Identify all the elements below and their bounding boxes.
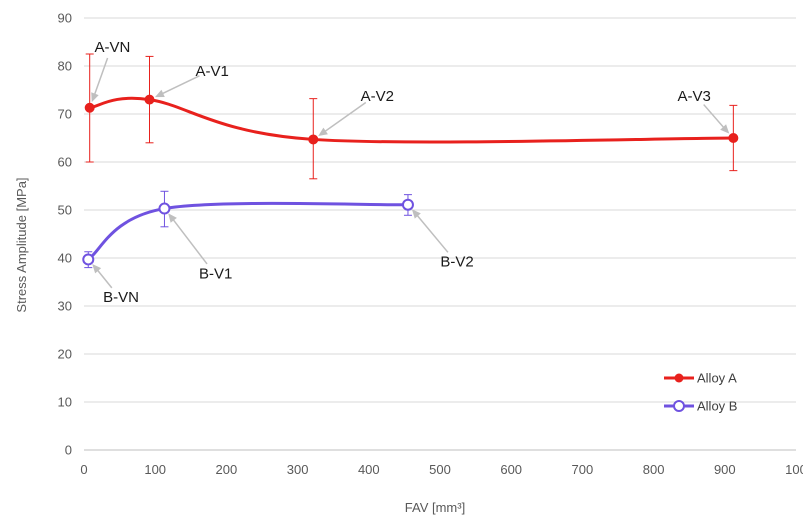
annotation-arrowhead bbox=[154, 89, 165, 98]
annotation-label: A-V2 bbox=[361, 88, 394, 105]
x-tick-labels: 0 100 200 300 400 500 600 700 800 900 100 bbox=[80, 462, 803, 477]
x-tick-label: 100 bbox=[785, 462, 803, 477]
y-tick-label: 20 bbox=[58, 347, 72, 362]
annotation-arrowhead bbox=[92, 263, 102, 274]
annotations-layer: A-VN A-V1 A-V2 A-V3 B-VN B-V1 B-V2 bbox=[91, 39, 730, 306]
annotation: B-V2 bbox=[411, 209, 474, 270]
data-point bbox=[728, 133, 739, 143]
x-tick-label: 100 bbox=[144, 462, 166, 477]
annotation-label: A-V3 bbox=[678, 88, 711, 105]
x-tick-label: 300 bbox=[287, 462, 309, 477]
y-tick-labels: 0 10 20 30 40 50 60 70 80 90 bbox=[58, 11, 72, 458]
annotation-label: B-VN bbox=[103, 289, 139, 306]
annotation-label: A-VN bbox=[95, 39, 131, 56]
annotation-arrow bbox=[95, 268, 113, 289]
data-point bbox=[158, 202, 171, 215]
annotation: B-V1 bbox=[168, 213, 232, 282]
y-tick-label: 80 bbox=[58, 59, 72, 74]
x-tick-label: 700 bbox=[572, 462, 594, 477]
series-alloy-b bbox=[82, 190, 414, 269]
series-alloy-a bbox=[84, 53, 739, 180]
data-point bbox=[308, 134, 319, 145]
annotation-arrow bbox=[160, 75, 200, 96]
annotation-arrow bbox=[93, 57, 109, 97]
legend-entry: Alloy A bbox=[664, 371, 737, 386]
y-tick-label: 50 bbox=[58, 203, 72, 218]
annotation: A-V3 bbox=[678, 88, 730, 134]
x-tick-label: 800 bbox=[643, 462, 665, 477]
annotation-arrowhead bbox=[91, 92, 99, 103]
annotation-arrow bbox=[322, 101, 367, 134]
annotation-label: B-V1 bbox=[199, 265, 232, 282]
annotation: A-V2 bbox=[318, 88, 394, 137]
annotation: A-VN bbox=[91, 39, 131, 103]
annotation-arrowhead bbox=[720, 124, 730, 134]
legend-label: Alloy B bbox=[697, 399, 737, 414]
annotation-arrow bbox=[703, 104, 726, 130]
annotation: B-VN bbox=[92, 263, 139, 306]
series-line bbox=[86, 201, 410, 261]
y-tick-label: 10 bbox=[58, 395, 72, 410]
legend-entry: Alloy B bbox=[664, 399, 737, 414]
y-tick-label: 30 bbox=[58, 299, 72, 314]
x-tick-label: 0 bbox=[80, 462, 87, 477]
data-point bbox=[82, 253, 95, 266]
x-tick-label: 400 bbox=[358, 462, 380, 477]
annotation: A-V1 bbox=[154, 63, 229, 98]
annotation-arrowhead bbox=[411, 209, 421, 219]
y-tick-label: 0 bbox=[65, 443, 72, 458]
x-tick-label: 500 bbox=[429, 462, 451, 477]
y-tick-label: 60 bbox=[58, 155, 72, 170]
data-point bbox=[84, 102, 95, 113]
legend: Alloy A Alloy B bbox=[664, 371, 737, 414]
annotation-arrowhead bbox=[318, 127, 328, 137]
data-point bbox=[401, 198, 414, 211]
series-line bbox=[88, 96, 735, 144]
y-tick-label: 70 bbox=[58, 107, 72, 122]
annotation-arrow bbox=[415, 213, 449, 253]
x-axis-title: FAV [mm³] bbox=[405, 500, 465, 515]
annotation-arrowhead bbox=[168, 213, 177, 223]
annotation-arrow bbox=[171, 217, 208, 265]
x-tick-label: 900 bbox=[714, 462, 736, 477]
y-tick-label: 90 bbox=[58, 11, 72, 26]
series-layer bbox=[82, 53, 739, 269]
legend-swatch-marker bbox=[673, 400, 685, 412]
legend-swatch-marker bbox=[674, 373, 684, 383]
annotation-label: A-V1 bbox=[195, 63, 228, 80]
legend-label: Alloy A bbox=[697, 371, 737, 386]
x-tick-label: 200 bbox=[216, 462, 238, 477]
y-tick-label: 40 bbox=[58, 251, 72, 266]
gridlines bbox=[84, 17, 796, 451]
annotation-label: B-V2 bbox=[440, 253, 473, 270]
y-axis-title: Stress Amplitude [MPa] bbox=[14, 177, 29, 312]
data-point bbox=[144, 94, 155, 105]
x-tick-label: 600 bbox=[500, 462, 522, 477]
